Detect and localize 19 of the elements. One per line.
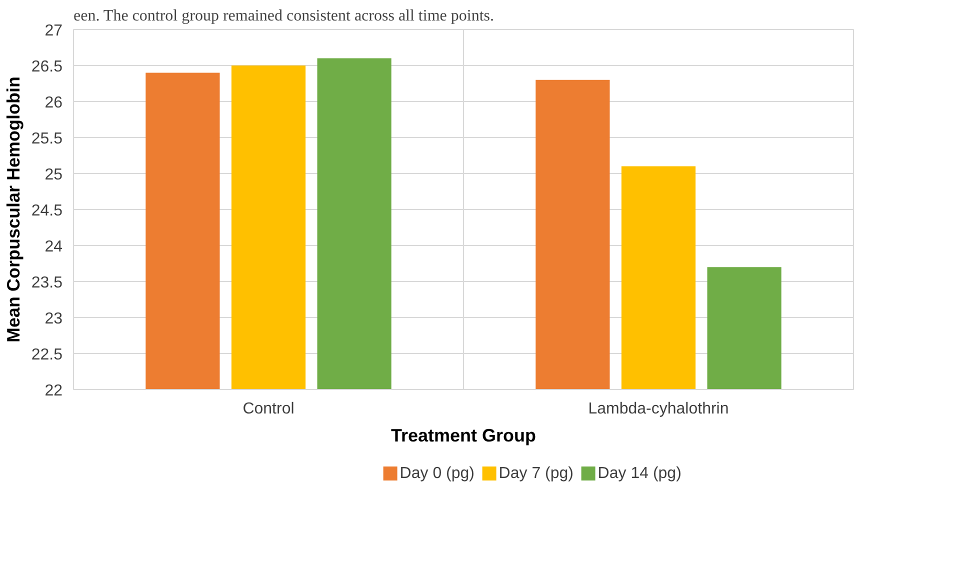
text: een. The control group remained consistent across all time points. (74, 8, 494, 24)
y-tick-label: 26 (44, 94, 63, 112)
y-tick-label: 25 (44, 166, 63, 184)
y-tick-label: 24 (44, 238, 63, 256)
y-axis-title: Mean Corpuscular Hemoglobin (3, 76, 24, 343)
legend-label: Day 0 (pg) (400, 465, 475, 482)
legend-label: Day 7 (pg) (498, 465, 574, 482)
y-tick-label: 26.5 (31, 58, 63, 76)
y-tick-label: 22 (44, 382, 63, 400)
y-tick-label: 22.5 (31, 346, 63, 364)
x-tick-label: Control (242, 400, 294, 418)
y-tick-label: 24.5 (31, 202, 63, 220)
y-tick-label: 25.5 (31, 130, 63, 148)
x-axis-title: Treatment Group (390, 426, 536, 446)
y-tick-label: 23 (44, 310, 63, 328)
y-tick-label: 27 (44, 22, 63, 40)
y-tick-label: 23.5 (31, 274, 63, 292)
legend-label: Day 14 (pg) (598, 465, 682, 482)
x-tick-label: Lambda-cyhalothrin (588, 400, 729, 418)
